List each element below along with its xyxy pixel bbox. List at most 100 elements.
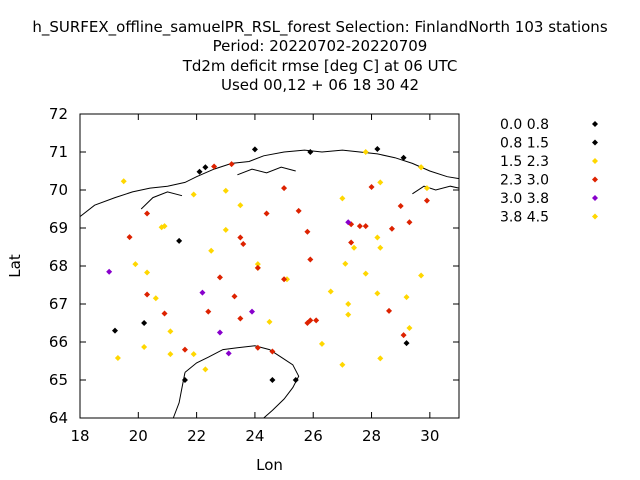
- x-tick-label: 22: [187, 427, 206, 445]
- y-tick-label: 68: [49, 257, 68, 275]
- data-point-series-4: [368, 183, 375, 190]
- data-point-series-4: [307, 256, 314, 263]
- data-point-series-3: [423, 185, 430, 192]
- y-tick-label: 69: [49, 219, 68, 237]
- data-point-series-1: [374, 145, 381, 152]
- data-point-series-2: [202, 164, 209, 171]
- data-point-series-3: [202, 366, 209, 373]
- y-tick-label: 70: [49, 181, 68, 199]
- data-point-series-4: [240, 240, 247, 247]
- title-line-1: h_SURFEX_offline_samuelPR_RSL_forest Sel…: [32, 18, 607, 37]
- data-point-series-4: [126, 234, 133, 241]
- x-tick-label: 26: [304, 427, 323, 445]
- data-point-series-3: [345, 301, 352, 307]
- data-point-series-3: [418, 272, 425, 279]
- data-point-series-3: [144, 269, 151, 276]
- data-point-series-1: [269, 377, 276, 383]
- data-point-series-3: [345, 311, 352, 318]
- data-point-series-1: [251, 146, 258, 153]
- y-axis-label: Lat: [6, 254, 24, 278]
- data-point-series-4: [161, 310, 168, 317]
- data-point-series-4: [295, 207, 302, 214]
- data-point-series-4: [205, 308, 212, 315]
- x-tick-label: 18: [70, 427, 89, 445]
- data-point-series-4: [144, 291, 151, 298]
- coastline-map: [79, 149, 460, 419]
- data-point-series-4: [254, 264, 261, 271]
- data-point-series-4: [423, 197, 430, 204]
- y-tick-label: 66: [49, 333, 68, 351]
- data-point-series-3: [377, 244, 384, 251]
- data-point-series-3: [362, 149, 369, 155]
- data-point-series-4: [307, 317, 314, 324]
- data-points: [106, 145, 430, 383]
- data-point-series-4: [281, 185, 288, 192]
- data-point-series-4: [228, 161, 235, 168]
- data-point-series-3: [374, 234, 381, 241]
- legend-label: 0.8 1.5: [500, 136, 549, 152]
- data-point-series-5: [345, 219, 352, 226]
- data-point-series-5: [249, 308, 256, 315]
- y-tick-label: 64: [49, 409, 68, 427]
- data-point-series-3: [362, 270, 369, 277]
- chart-titles: h_SURFEX_offline_samuelPR_RSL_forest Sel…: [32, 18, 607, 94]
- data-point-series-4: [181, 346, 188, 353]
- x-tick-label: 24: [245, 427, 264, 445]
- legend-marker: [592, 176, 598, 183]
- data-point-series-5: [199, 289, 206, 296]
- data-point-series-3: [374, 290, 381, 297]
- data-point-series-4: [362, 223, 369, 230]
- data-point-series-4: [406, 219, 413, 226]
- data-point-series-5: [216, 329, 223, 336]
- data-point-series-1: [181, 377, 188, 383]
- y-tick-label: 65: [49, 371, 68, 389]
- data-point-series-3: [342, 260, 349, 267]
- data-point-series-3: [208, 247, 215, 254]
- legend-marker: [592, 195, 598, 201]
- x-tick-label: 30: [420, 427, 439, 445]
- data-point-series-4: [400, 332, 407, 339]
- data-point-series-3: [222, 187, 229, 194]
- data-point-series-6: [418, 164, 425, 171]
- data-point-series-5: [106, 268, 113, 275]
- data-point-series-4: [388, 225, 395, 232]
- legend-marker: [592, 121, 598, 127]
- data-point-series-4: [269, 348, 276, 355]
- data-point-series-1: [141, 320, 148, 326]
- legend-label: 3.0 3.8: [500, 191, 549, 207]
- data-point-series-1: [176, 237, 183, 244]
- data-point-series-3: [339, 361, 346, 368]
- legend-label: 0.0 0.8: [500, 117, 549, 133]
- legend-label: 3.8 4.5: [500, 210, 549, 226]
- y-tick-label: 72: [49, 105, 68, 123]
- data-point-series-4: [237, 315, 244, 322]
- title-line-3: Td2m deficit rmse [deg C] at 06 UTC: [182, 57, 458, 75]
- x-axis-ticks: 18 20 22 24 26 28 30: [70, 114, 439, 445]
- data-point-series-4: [348, 239, 355, 246]
- data-point-series-4: [386, 307, 393, 314]
- legend-marker: [592, 158, 598, 164]
- data-point-series-3: [266, 318, 273, 325]
- data-point-series-3: [132, 261, 139, 268]
- data-point-series-3: [222, 226, 229, 233]
- data-point-series-4: [313, 317, 320, 324]
- data-point-series-3: [114, 354, 121, 361]
- coastline-segment: [184, 345, 300, 419]
- data-point-series-3: [120, 178, 127, 185]
- data-point-series-4: [216, 274, 223, 281]
- data-point-series-4: [211, 163, 218, 170]
- data-point-series-3: [141, 343, 148, 350]
- data-point-series-1: [307, 149, 314, 155]
- data-point-series-3: [318, 340, 325, 347]
- y-tick-label: 71: [49, 143, 68, 161]
- data-point-series-3: [167, 328, 174, 335]
- data-point-series-4: [281, 276, 288, 283]
- data-point-series-3: [167, 351, 174, 358]
- legend: 0.0 0.8 0.8 1.5 1.5 2.3 2.3 3.0 3.0 3.8 3.8 4…: [500, 117, 598, 226]
- data-point-series-5: [225, 350, 232, 357]
- title-line-4: Used 00,12 + 06 18 30 42: [221, 76, 419, 94]
- data-point-series-3: [351, 244, 358, 251]
- data-point-series-4: [237, 234, 244, 241]
- data-point-series-1: [292, 377, 299, 383]
